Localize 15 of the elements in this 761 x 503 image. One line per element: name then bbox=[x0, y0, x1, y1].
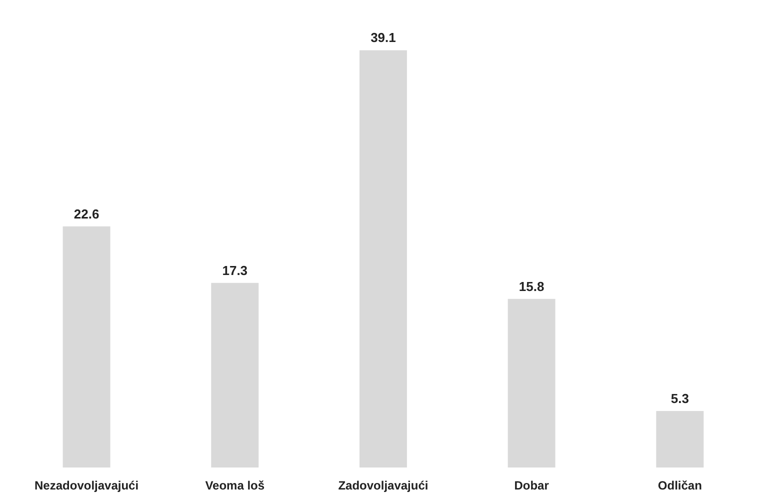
bar bbox=[359, 50, 407, 468]
x-tick-label: Zadovoljavajući bbox=[338, 478, 428, 492]
data-label: 17.3 bbox=[222, 262, 248, 278]
data-label: 5.3 bbox=[670, 390, 689, 406]
bar bbox=[211, 282, 259, 468]
data-label: 22.6 bbox=[74, 206, 100, 222]
data-label: 39.1 bbox=[370, 30, 396, 46]
bar bbox=[508, 298, 556, 468]
x-tick-label: Odličan bbox=[658, 478, 702, 492]
bar bbox=[62, 226, 110, 468]
x-tick-label: Veoma loš bbox=[205, 478, 265, 492]
x-tick-label: Nezadovoljavajući bbox=[34, 478, 139, 492]
x-tick-label: Dobar bbox=[514, 478, 550, 492]
bar bbox=[656, 410, 704, 468]
data-label: 15.8 bbox=[518, 278, 544, 294]
